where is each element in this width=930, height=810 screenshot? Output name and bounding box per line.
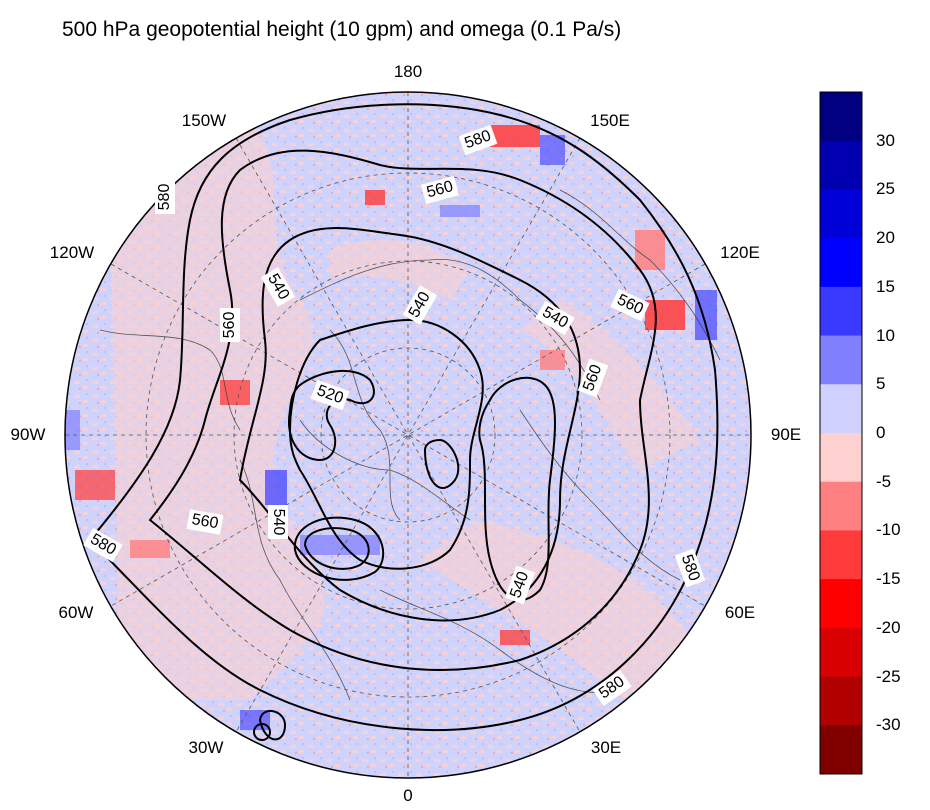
lon-label-90e: 90E bbox=[770, 425, 802, 444]
lon-label-30e: 30E bbox=[590, 738, 622, 757]
colorbar-tick-label: 0 bbox=[876, 423, 886, 442]
height-contours bbox=[88, 103, 719, 741]
lon-label-120e: 120E bbox=[720, 243, 760, 262]
contour-label: 560 bbox=[221, 312, 238, 339]
colorbar-swatch bbox=[820, 627, 862, 678]
contour-center-small bbox=[423, 438, 460, 489]
colorbar bbox=[820, 92, 862, 775]
contour-label: 580 bbox=[156, 184, 173, 211]
colorbar-tick-label: 20 bbox=[876, 228, 895, 248]
contour-low-ring bbox=[303, 527, 370, 570]
lon-label-0: 0 bbox=[403, 786, 413, 805]
contour-label: 560 bbox=[425, 178, 455, 201]
contour-south-closed bbox=[258, 710, 287, 741]
colorbar-tick-label: -5 bbox=[876, 471, 892, 491]
colorbar-tick-label: -30 bbox=[876, 715, 901, 735]
colorbar-swatch bbox=[820, 676, 862, 726]
colorbar-swatch bbox=[820, 481, 862, 531]
colorbar-swatch bbox=[820, 92, 862, 142]
colorbar-swatch bbox=[820, 238, 862, 288]
contour-label: 560 bbox=[190, 511, 219, 532]
contour-east-trough bbox=[478, 376, 556, 601]
colorbar-tick-label: -20 bbox=[876, 617, 901, 637]
lon-label-60w: 60W bbox=[58, 603, 94, 622]
colorbar-swatch bbox=[820, 189, 862, 239]
colorbar-swatch bbox=[820, 433, 862, 483]
colorbar-swatch bbox=[820, 140, 862, 190]
lon-label-60e: 60E bbox=[724, 603, 756, 622]
contour-560 bbox=[148, 149, 657, 671]
map-title: 500 hPa geopotential height (10 gpm) and… bbox=[62, 18, 622, 41]
colorbar-swatch bbox=[820, 725, 862, 775]
colorbar-tick-label: 30 bbox=[876, 130, 895, 150]
colorbar-tick-label: -25 bbox=[876, 666, 901, 686]
contour-540 bbox=[238, 227, 582, 622]
colorbar-tick-label: -10 bbox=[876, 520, 901, 540]
colorbar-swatch bbox=[820, 579, 862, 629]
colorbar-swatch bbox=[820, 384, 862, 434]
lon-label-180: 180 bbox=[393, 62, 423, 81]
colorbar-border bbox=[819, 91, 863, 775]
colorbar-swatch bbox=[820, 286, 862, 337]
colorbar-swatch bbox=[820, 335, 862, 385]
strong-red-patches bbox=[75, 125, 685, 645]
contour-580 bbox=[88, 103, 719, 731]
colorbar-swatch bbox=[820, 530, 862, 580]
colorbar-tick-label: 5 bbox=[876, 374, 886, 394]
colorbar-tick-label: 15 bbox=[876, 276, 895, 296]
contour-low-ring-2 bbox=[293, 516, 385, 581]
map-border bbox=[64, 91, 752, 779]
lon-label-90w: 90W bbox=[10, 425, 46, 444]
lon-label-30w: 30W bbox=[188, 738, 224, 757]
colorbar-tick-label: -15 bbox=[876, 569, 901, 589]
colorbar-tick-label: 25 bbox=[876, 179, 895, 199]
lon-label-150e: 150E bbox=[590, 111, 630, 130]
contour-540-inner bbox=[288, 318, 484, 570]
contour-label: 540 bbox=[270, 509, 287, 536]
coastlines bbox=[99, 189, 721, 701]
lon-label-150w: 150W bbox=[181, 111, 227, 130]
colorbar-tick-label: 10 bbox=[876, 325, 895, 345]
contour-520 bbox=[288, 369, 375, 462]
lon-label-120w: 120W bbox=[49, 243, 95, 262]
